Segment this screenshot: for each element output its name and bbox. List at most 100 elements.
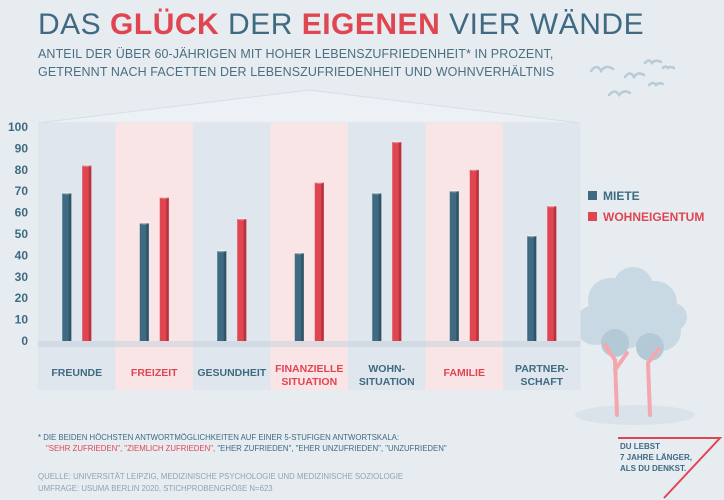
birds-icon	[589, 59, 676, 98]
bar-miete-shade	[301, 253, 304, 341]
badge-corner-shape	[618, 437, 723, 499]
badge-line-2: 7 JAHRE LÄNGER,	[620, 453, 693, 462]
bar-wohneigentum	[159, 197, 169, 341]
bar-wohneigentum	[392, 141, 402, 341]
bar-miete-shade	[533, 236, 537, 341]
y-tick-label: 100	[8, 120, 28, 134]
bar-miete	[217, 251, 227, 341]
bar-cap	[62, 192, 72, 195]
category-band	[348, 123, 426, 390]
category-band	[425, 123, 503, 390]
badge-line-1: DU LEBST	[620, 442, 660, 451]
x-axis: FREUNDE FREIZEIT GESUNDHEIT FINANZIELLESITU…	[51, 363, 569, 388]
tree-icon	[575, 267, 695, 425]
y-tick-label: 10	[15, 313, 29, 327]
y-tick-label: 50	[15, 227, 29, 241]
bar-wohneigentum	[314, 182, 324, 341]
bar-wohneigentum	[237, 219, 247, 341]
y-tick-label: 70	[15, 184, 29, 198]
bar-cap	[294, 251, 304, 255]
chart-bars	[62, 140, 557, 341]
title-part-2: GLÜCK	[110, 8, 220, 41]
bar-wohneigentum	[547, 206, 557, 341]
bar-wohneigentum-shade	[398, 141, 402, 341]
bar-miete	[139, 223, 149, 341]
bar-cap	[217, 249, 227, 253]
bar-wohneigentum-shade	[166, 197, 169, 341]
bar-wohneigentum-shade	[553, 206, 557, 341]
bar-cap	[159, 196, 169, 199]
bar-wohneigentum-shade	[321, 182, 324, 341]
bar-wohneigentum	[469, 169, 479, 341]
bar-cap	[237, 217, 247, 221]
legend-swatch-miete	[588, 191, 597, 201]
footnote-highlight: "SEHR ZUFRIEDEN", "ZIEMLICH ZUFRIEDEN",	[46, 444, 216, 453]
baseline	[38, 341, 581, 347]
bar-cap	[314, 181, 324, 184]
bar-cap	[449, 189, 459, 193]
title-part-1: DAS	[38, 8, 111, 41]
bar-cap	[82, 164, 92, 167]
bar-cap	[547, 204, 557, 208]
y-tick-label: 0	[21, 334, 28, 348]
legend-swatch-wohneigentum	[588, 212, 597, 222]
y-tick-label: 30	[15, 270, 29, 284]
bar-chart: 0 10 20 30 40 50 60 70 80 90 100 FREUNDE FREIZEIT GE…	[8, 89, 581, 390]
x-tick-label: FREIZEIT	[131, 367, 178, 379]
y-tick-label: 90	[15, 141, 29, 155]
footnote-line-2: "SEHR ZUFRIEDEN", "ZIEMLICH ZUFRIEDEN", …	[46, 444, 447, 453]
y-tick-label: 20	[15, 291, 29, 305]
x-tick-label: WOHN-	[368, 363, 405, 375]
badge-line-3: ALS DU DENKST.	[620, 464, 687, 473]
title-part-4: EIGENEN	[301, 8, 441, 41]
source-line-2: UMFRAGE: USUMA BERLIN 2020, STICHPROBENG…	[38, 484, 273, 493]
x-tick-label: SITUATION	[359, 376, 415, 388]
roof-shape	[37, 89, 581, 124]
y-tick-label: 40	[15, 248, 29, 262]
legend-label-wohneigentum: WOHNEIGENTUM	[603, 210, 705, 224]
bar-miete	[449, 191, 459, 341]
category-band	[503, 123, 581, 390]
footnote-rest: "EHER ZUFRIEDEN", "EHER UNZUFRIEDEN", "U…	[215, 444, 447, 453]
bar-miete-shade	[456, 191, 459, 341]
bar-miete-shade	[223, 251, 227, 341]
bar-cap	[392, 140, 402, 144]
bar-cap	[469, 168, 479, 172]
category-band	[115, 123, 193, 390]
bar-wohneigentum-shade	[243, 219, 247, 341]
y-tick-label: 60	[15, 206, 29, 220]
subtitle-line-1: ANTEIL DER ÜBER 60-JÄHRIGEN MIT HOHER LE…	[38, 47, 554, 61]
bar-cap	[139, 222, 149, 225]
y-axis: 0 10 20 30 40 50 60 70 80 90 100	[8, 120, 28, 348]
bar-wohneigentum-shade	[88, 165, 92, 341]
category-band	[38, 123, 116, 390]
bar-miete-shade	[68, 193, 72, 341]
category-band	[270, 123, 348, 390]
y-tick-label: 80	[15, 163, 29, 177]
bar-miete	[372, 193, 382, 341]
legend-item-wohneigentum: WOHNEIGENTUM	[588, 210, 704, 224]
x-tick-label: SITUATION	[281, 376, 337, 388]
title-part-3: DER	[219, 8, 302, 41]
footnote-line-1: * DIE BEIDEN HÖCHSTEN ANTWORTMÖGLICHKEIT…	[38, 433, 400, 442]
x-tick-label: FREUNDE	[51, 367, 102, 379]
bar-wohneigentum	[82, 165, 92, 341]
bar-miete	[527, 236, 537, 341]
bar-cap	[527, 234, 537, 238]
x-tick-label: FINANZIELLE	[275, 363, 343, 375]
x-tick-label: SCHAFT	[520, 376, 563, 388]
bar-miete	[294, 253, 304, 341]
title-part-5: VIER WÄNDE	[440, 8, 645, 41]
category-band	[193, 123, 271, 390]
source-line-1: QUELLE: UNIVERSITÄT LEIPZIG, MEDIZINISCH…	[38, 472, 404, 481]
legend-item-miete: MIETE	[588, 189, 640, 203]
bar-miete	[62, 193, 72, 341]
bar-wohneigentum-shade	[476, 169, 479, 341]
page-title: DAS GLÜCK DER EIGENEN VIER WÄNDE	[38, 8, 644, 42]
bar-miete-shade	[378, 193, 382, 341]
legend-label-miete: MIETE	[603, 189, 640, 203]
chart-bands	[37, 89, 581, 390]
x-tick-label: PARTNER-	[515, 363, 569, 375]
bar-miete-shade	[146, 223, 149, 341]
